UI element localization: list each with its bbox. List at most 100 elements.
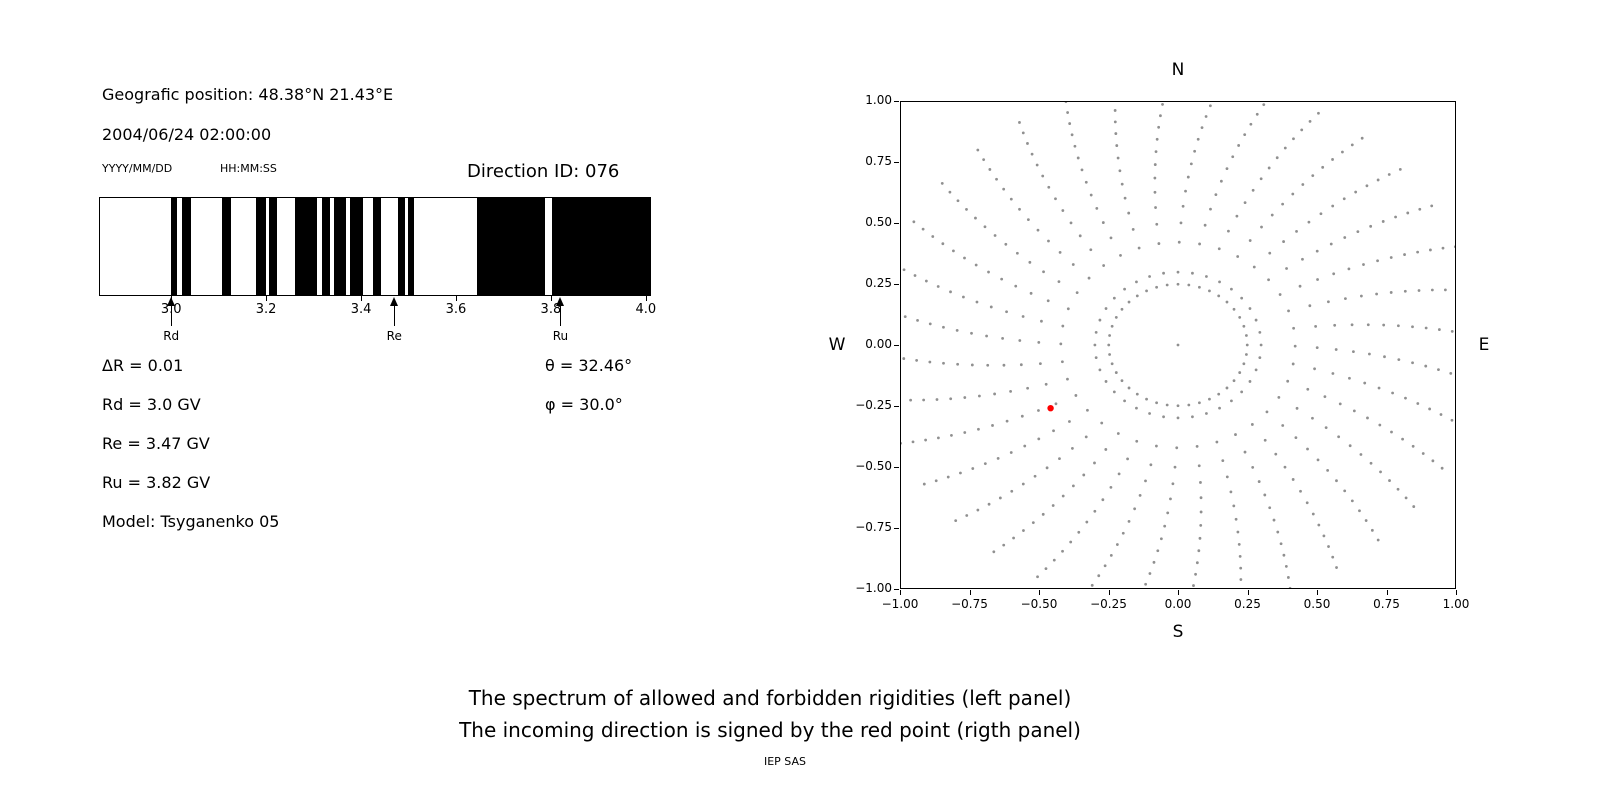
direction-dot: [1208, 289, 1211, 293]
phi-label: φ = 30.0°: [545, 395, 623, 414]
direction-dot: [1416, 250, 1420, 254]
direction-dot: [1428, 407, 1432, 411]
direction-dot: [1033, 474, 1037, 478]
direction-dot: [1110, 324, 1114, 328]
direction-dot: [1018, 339, 1022, 342]
direction-dot: [1369, 461, 1373, 465]
direction-dot: [1078, 234, 1082, 238]
direction-dot: [1377, 386, 1381, 390]
cutoff-marker-label: Ru: [552, 329, 569, 343]
direction-dot: [1267, 166, 1271, 170]
direction-dot: [1245, 343, 1249, 347]
rigidity-spectrum-chart: [99, 197, 651, 296]
direction-dot: [948, 190, 952, 194]
direction-dot: [1194, 572, 1197, 576]
direction-dot: [1401, 437, 1404, 441]
direction-dot: [1036, 575, 1039, 579]
direction-dot: [1359, 294, 1363, 298]
direction-dot: [1135, 439, 1139, 443]
direction-dot: [1239, 566, 1243, 570]
x-tick-label: −0.75: [951, 597, 988, 611]
direction-dot: [1120, 182, 1124, 186]
direction-dot: [1054, 402, 1058, 406]
x-tick-label: 0.00: [1164, 597, 1192, 611]
direction-dot: [962, 295, 965, 299]
forbidden-band: [477, 198, 546, 295]
forbidden-band: [322, 198, 331, 295]
direction-dot: [1225, 475, 1229, 479]
direction-dot: [928, 360, 932, 364]
direction-dot: [995, 177, 998, 181]
direction-dot: [934, 479, 938, 483]
direction-dot: [1002, 187, 1006, 191]
direction-dot: [992, 550, 996, 554]
direction-dot: [1282, 240, 1285, 243]
direction-dot: [1173, 465, 1177, 469]
direction-dot: [1077, 530, 1081, 534]
direction-dot: [1198, 536, 1202, 540]
y-tick: [894, 467, 899, 468]
direction-dot: [1109, 236, 1113, 240]
direction-dot: [1127, 386, 1131, 390]
direction-dot: [1225, 386, 1229, 390]
direction-dot: [1258, 356, 1262, 360]
direction-dot: [1089, 193, 1093, 197]
x-tick-label: 1.00: [1442, 597, 1470, 611]
direction-dot: [942, 325, 945, 329]
x-tick-label: −0.50: [1020, 597, 1058, 611]
direction-dot: [1108, 353, 1111, 356]
direction-dot: [1403, 289, 1407, 293]
direction-dot: [1104, 307, 1108, 310]
direction-dot: [976, 508, 980, 512]
direction-dot: [1299, 489, 1302, 493]
direction-dot: [1317, 111, 1320, 115]
direction-dot: [1229, 490, 1233, 494]
direction-dot: [1376, 538, 1380, 542]
arrow-up-icon: [556, 297, 565, 306]
direction-dot: [1153, 163, 1157, 166]
direction-dot: [1070, 133, 1074, 137]
direction-dot: [1123, 287, 1126, 291]
direction-dot: [1179, 221, 1183, 225]
direction-dot: [1376, 178, 1380, 182]
direction-dot: [1242, 324, 1246, 328]
direction-dot: [1107, 343, 1111, 347]
y-tick: [894, 223, 899, 224]
direction-dot: [1238, 371, 1242, 374]
direction-dot: [1165, 403, 1169, 407]
direction-dot: [1316, 458, 1320, 462]
direction-dot: [1257, 480, 1261, 483]
direction-dot: [1238, 316, 1242, 319]
forbidden-band: [398, 198, 406, 295]
direction-dot: [1023, 444, 1027, 448]
direction-dot: [1331, 372, 1335, 375]
direction-dot: [1116, 156, 1120, 160]
direction-dot: [1332, 272, 1336, 276]
direction-dot: [1322, 534, 1326, 538]
direction-dot: [1162, 415, 1165, 419]
direction-dot: [1044, 567, 1048, 571]
direction-dot: [1306, 387, 1310, 391]
direction-dot: [1230, 399, 1233, 403]
direction-dot: [1084, 435, 1088, 439]
direction-dot: [1248, 239, 1252, 242]
direction-dot: [1221, 459, 1225, 463]
direction-dot: [1417, 289, 1421, 292]
forbidden-band: [182, 198, 191, 295]
forbidden-band: [373, 198, 381, 295]
direction-dot: [1148, 412, 1151, 415]
direction-dot: [987, 270, 990, 274]
direction-dot: [1350, 143, 1354, 147]
direction-dot: [922, 398, 926, 402]
direction-dot: [1161, 103, 1164, 106]
direction-dot: [1075, 291, 1079, 295]
delta-r-label: ΔR = 0.01: [102, 356, 184, 375]
direction-dot: [1115, 144, 1119, 147]
direction-dot: [1061, 324, 1065, 328]
direction-dot: [1002, 543, 1006, 547]
caption-line-1: The spectrum of allowed and forbidden ri…: [468, 686, 1072, 710]
x-tick: [1108, 590, 1110, 595]
direction-dot: [1154, 206, 1157, 209]
direction-dot: [976, 148, 980, 152]
